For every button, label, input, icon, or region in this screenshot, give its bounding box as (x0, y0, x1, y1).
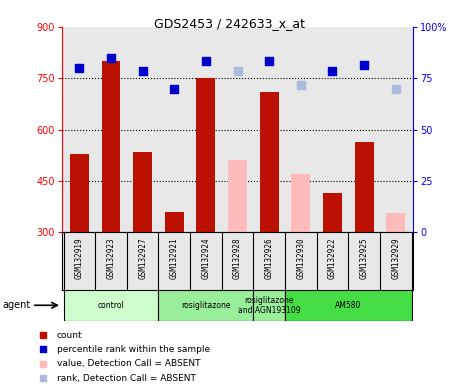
Bar (354, 142, 374, 232)
Text: GSM132923: GSM132923 (106, 237, 116, 278)
Point (202, 58, 210, 64)
Bar (165, 212, 184, 232)
Point (39, 346, 47, 353)
Text: percentile rank within the sample: percentile rank within the sample (56, 345, 210, 354)
Text: GSM132926: GSM132926 (265, 237, 274, 278)
Text: GSM132928: GSM132928 (233, 237, 242, 278)
Point (39, 332, 47, 338)
Point (234, 68, 241, 74)
Text: rank, Detection Call = ABSENT: rank, Detection Call = ABSENT (56, 374, 196, 382)
Text: GSM132919: GSM132919 (75, 237, 84, 278)
Text: GSM132924: GSM132924 (202, 237, 210, 278)
Bar (70, 154, 89, 232)
Text: value, Detection Call = ABSENT: value, Detection Call = ABSENT (56, 359, 200, 368)
Point (139, 68, 146, 74)
Bar (291, 174, 310, 232)
Text: agent: agent (2, 300, 31, 310)
Bar (228, 161, 247, 232)
Text: GSM132929: GSM132929 (391, 237, 400, 278)
Bar (260, 92, 279, 232)
Text: GSM132922: GSM132922 (328, 237, 337, 278)
Point (76, 65, 83, 71)
Bar (63, 290, 158, 321)
Bar (285, 290, 412, 321)
Point (39, 375, 47, 381)
Point (39, 361, 47, 367)
Text: count: count (56, 331, 82, 340)
Point (392, 85, 399, 91)
Bar (196, 78, 215, 232)
Bar (386, 214, 405, 232)
Point (107, 55, 115, 61)
Text: GSM132925: GSM132925 (359, 237, 369, 278)
Text: rosiglitazone
and AGN193109: rosiglitazone and AGN193109 (238, 296, 301, 315)
Text: GSM132927: GSM132927 (138, 237, 147, 278)
Point (360, 61, 368, 68)
Text: GSM132930: GSM132930 (297, 237, 305, 278)
Point (329, 68, 336, 74)
Bar (101, 61, 120, 232)
Text: rosiglitazone: rosiglitazone (181, 301, 231, 310)
Bar (133, 152, 152, 232)
Text: GSM132921: GSM132921 (170, 237, 179, 278)
Bar (158, 290, 253, 321)
Text: control: control (98, 301, 124, 310)
Bar (253, 290, 285, 321)
Text: AM580: AM580 (335, 301, 361, 310)
Point (171, 85, 178, 91)
Point (265, 58, 273, 64)
Point (297, 82, 304, 88)
Text: GDS2453 / 242633_x_at: GDS2453 / 242633_x_at (154, 17, 305, 30)
Bar (323, 193, 342, 232)
